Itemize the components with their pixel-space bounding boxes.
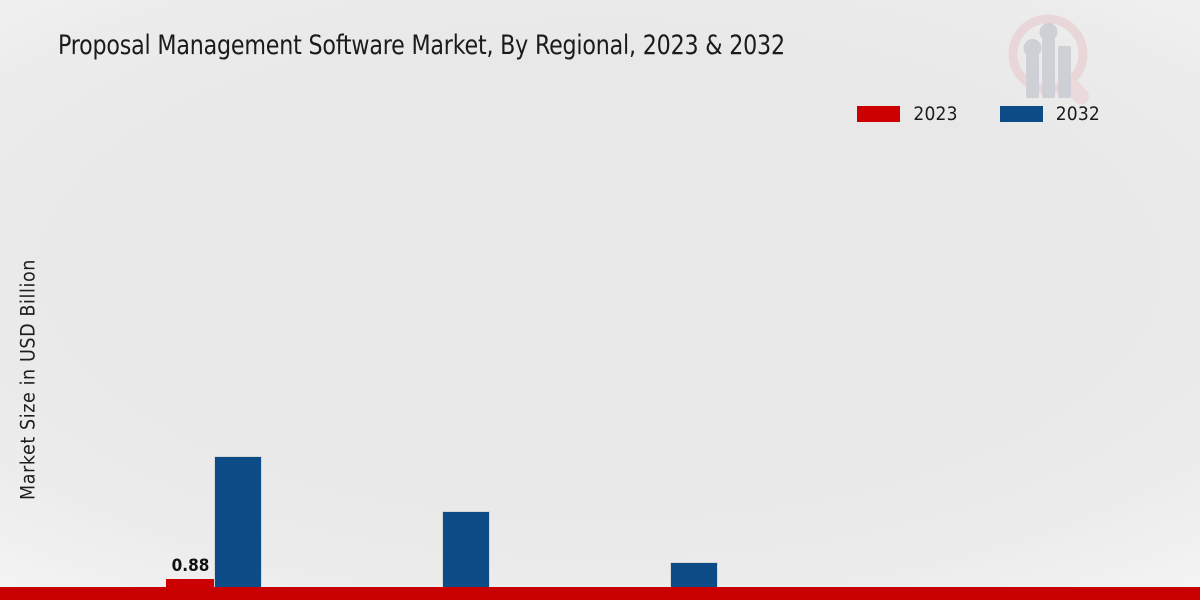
legend-swatch-2032 [999, 106, 1043, 122]
bar-2032-north-america[interactable] [214, 455, 262, 600]
legend-label-2023: 2023 [913, 103, 958, 125]
legend-swatch-2023 [857, 106, 901, 122]
legend-item-2032[interactable]: 2032 [999, 103, 1100, 125]
legend-label-2032: 2032 [1055, 103, 1100, 125]
chart-title: Proposal Management Software Market, By … [58, 30, 785, 61]
chart-legend: 2023 2032 [857, 103, 1100, 125]
footer-accent-bar [0, 587, 1200, 600]
plot-area: NORTH AMERICAEUROPEAPACSOUTH AMERICAMEA … [60, 150, 1160, 600]
legend-item-2023[interactable]: 2023 [857, 103, 958, 125]
bar-2032-europe[interactable] [442, 511, 490, 600]
y-axis-title: Market Size in USD Billion [16, 259, 40, 501]
bar-value-label: 0.88 [171, 556, 210, 577]
